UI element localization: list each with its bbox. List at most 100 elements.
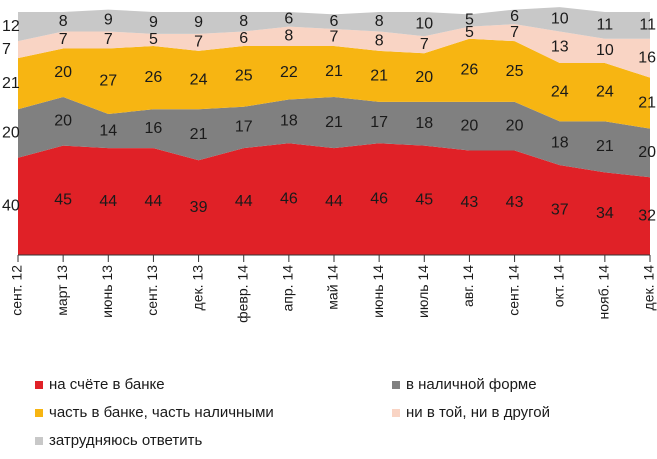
data-label: 6 — [239, 30, 248, 47]
data-label: 6 — [510, 8, 519, 25]
data-label: 9 — [104, 12, 113, 29]
data-label: 20 — [415, 69, 433, 86]
data-label: 24 — [596, 83, 614, 100]
data-label: 44 — [325, 193, 343, 210]
data-label: 21 — [325, 63, 343, 80]
data-label: 7 — [59, 31, 68, 48]
data-label: 20 — [461, 117, 479, 134]
data-label: 20 — [506, 117, 524, 134]
data-label: 20 — [54, 64, 72, 81]
data-label: 8 — [284, 28, 293, 45]
x-tick-label: дек. 13 — [189, 265, 205, 311]
legend-label: на счёте в банке — [49, 376, 165, 393]
data-label: 39 — [190, 199, 208, 216]
data-label: 34 — [596, 205, 614, 222]
data-label: 20 — [638, 144, 656, 161]
data-label: 25 — [506, 63, 524, 80]
data-label: 21 — [370, 68, 388, 85]
data-label: 44 — [99, 193, 117, 210]
data-label: 7 — [330, 29, 339, 46]
data-label: 45 — [54, 192, 72, 209]
data-label: 14 — [99, 122, 117, 139]
data-label: 13 — [551, 38, 569, 55]
data-label: 46 — [370, 190, 388, 207]
data-label: 37 — [551, 201, 569, 218]
area — [18, 7, 650, 42]
x-tick-label: сент. 14 — [505, 265, 521, 316]
data-label: 21 — [325, 114, 343, 131]
data-label: 16 — [638, 49, 656, 66]
data-label: 21 — [2, 75, 20, 92]
legend-label: в наличной форме — [406, 376, 537, 393]
area — [18, 24, 650, 78]
data-label: 45 — [415, 192, 433, 209]
data-label: 46 — [280, 190, 298, 207]
x-tick-label: сент. 12 — [9, 265, 25, 316]
data-label: 17 — [370, 114, 388, 131]
data-label: 7 — [420, 36, 429, 53]
area — [18, 143, 650, 255]
data-label: 7 — [104, 31, 113, 48]
data-label: 9 — [194, 14, 203, 31]
legend-swatch — [35, 437, 43, 445]
data-label: 10 — [596, 42, 614, 59]
area — [18, 38, 650, 129]
data-label: 12 — [2, 18, 20, 35]
data-label: 43 — [461, 194, 479, 211]
data-label: 27 — [99, 72, 117, 89]
legend-swatch — [392, 381, 400, 389]
data-label: 21 — [638, 94, 656, 111]
x-tick-label: февр. 14 — [234, 265, 250, 323]
data-label: 6 — [330, 13, 339, 30]
data-label: 21 — [190, 126, 208, 143]
legend-label: затрудняюсь ответить — [49, 432, 202, 449]
x-tick-label: дек. 14 — [641, 265, 657, 311]
x-tick-label: апр. 14 — [280, 265, 296, 312]
data-label: 24 — [190, 71, 208, 88]
x-tick-label: нояб. 14 — [596, 265, 612, 320]
data-label: 5 — [465, 24, 474, 41]
data-label: 6 — [284, 11, 293, 28]
data-label: 7 — [510, 24, 519, 41]
legend-swatch — [35, 381, 43, 389]
data-label: 20 — [54, 113, 72, 130]
data-label: 21 — [596, 138, 614, 155]
data-label: 24 — [551, 83, 569, 100]
data-label: 8 — [239, 13, 248, 30]
legend-label: часть в банке, часть наличными — [49, 404, 274, 421]
x-tick-label: июнь 13 — [99, 265, 115, 318]
data-label: 8 — [59, 13, 68, 30]
legend-swatch — [35, 409, 43, 417]
data-label: 16 — [145, 120, 163, 137]
x-tick-label: окт. 14 — [550, 265, 566, 307]
legend-swatch — [392, 409, 400, 417]
data-label: 44 — [145, 193, 163, 210]
data-label: 44 — [235, 193, 253, 210]
data-label: 9 — [149, 14, 158, 31]
data-label: 26 — [145, 69, 163, 86]
data-label: 40 — [2, 198, 20, 215]
data-label: 11 — [639, 17, 656, 34]
data-label: 10 — [551, 11, 569, 28]
data-label: 5 — [149, 31, 158, 48]
data-label: 20 — [2, 125, 20, 142]
data-label: 10 — [415, 15, 433, 32]
x-tick-label: май 14 — [325, 265, 341, 310]
legend-label: ни в той, ни в другой — [406, 404, 550, 421]
data-label: 5 — [465, 12, 474, 29]
data-label: 32 — [638, 207, 656, 224]
x-tick-label: авг. 14 — [460, 265, 476, 307]
data-label: 18 — [415, 115, 433, 132]
data-label: 43 — [506, 194, 524, 211]
data-label: 8 — [375, 32, 384, 49]
x-tick-label: июнь 14 — [370, 265, 386, 318]
data-label: 11 — [597, 17, 614, 34]
data-label: 7 — [2, 41, 11, 58]
data-label: 18 — [551, 134, 569, 151]
x-tick-label: март 13 — [54, 265, 70, 316]
x-tick-label: сент. 13 — [144, 265, 160, 316]
data-label: 17 — [235, 119, 253, 136]
x-tick-label: июль 14 — [415, 265, 431, 318]
data-label: 26 — [461, 62, 479, 79]
